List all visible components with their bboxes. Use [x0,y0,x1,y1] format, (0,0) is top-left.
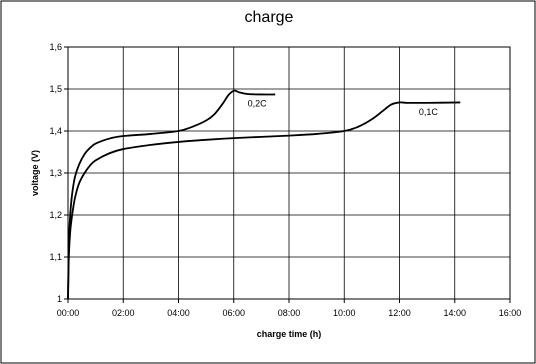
x-tick-label: 16:00 [499,308,522,318]
x-tick-label: 12:00 [388,308,411,318]
x-tick-label: 02:00 [112,308,135,318]
x-tick-label: 00:00 [57,308,80,318]
y-tick-label: 1,2 [49,210,62,220]
y-tick-label: 1,3 [49,168,62,178]
series-line-2 [67,101,461,300]
grid [68,47,510,299]
series-layer: 0,2C 0,1C [67,89,461,300]
y-tick-label: 1,1 [49,252,62,262]
x-axis-ticks: 00:00 02:00 04:00 06:00 08:00 10:00 12:00 14:00… [57,299,522,318]
y-tick-label: 1,4 [49,126,62,136]
chart-title: charge [245,9,294,26]
series-label-2: 0,1C [419,107,439,117]
x-axis-label: charge time (h) [257,329,322,339]
series-label-1: 0,2C [248,99,268,109]
series-line-1 [67,89,276,300]
x-tick-label: 08:00 [278,308,301,318]
x-tick-label: 04:00 [167,308,190,318]
y-tick-label: 1,6 [49,42,62,52]
x-tick-label: 14:00 [443,308,466,318]
y-axis-ticks: 1 1,1 1,2 1,3 1,4 1,5 1,6 [49,42,68,304]
y-tick-label: 1,5 [49,84,62,94]
y-tick-label: 1 [57,294,62,304]
x-tick-label: 06:00 [222,308,245,318]
x-tick-label: 10:00 [333,308,356,318]
y-axis-label: voltage (V) [30,150,40,196]
